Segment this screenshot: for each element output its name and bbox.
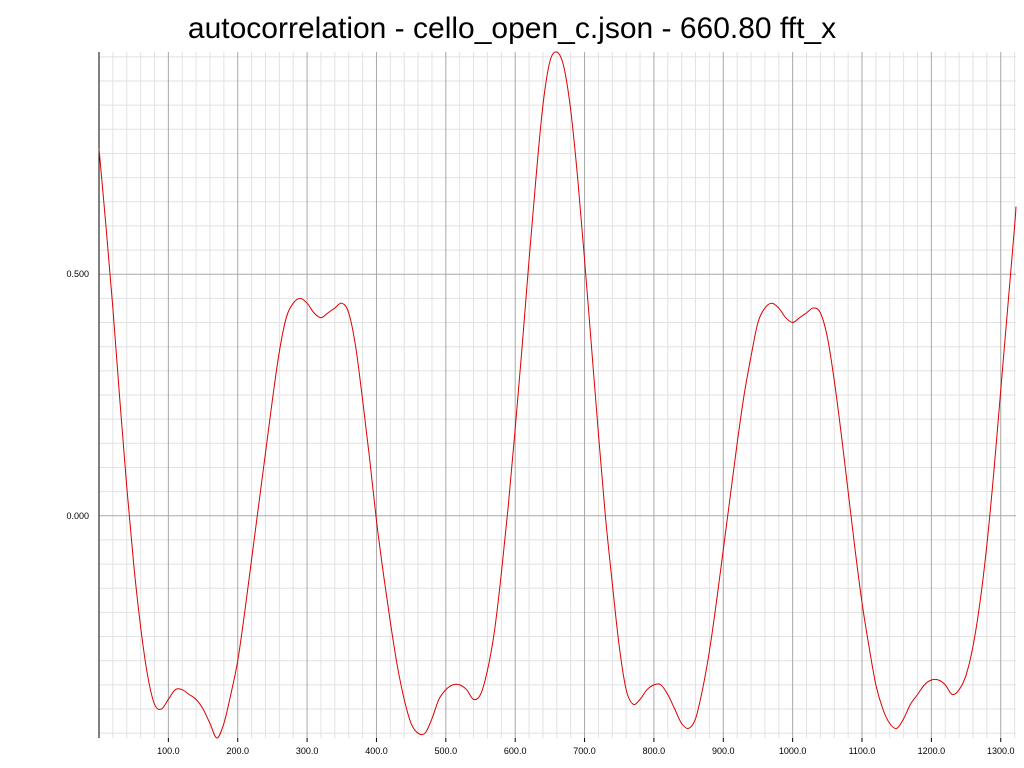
x-tick-label: 1300.0 — [987, 746, 1015, 756]
x-tick-label: 400.0 — [365, 746, 388, 756]
x-tick-label: 300.0 — [296, 746, 319, 756]
x-tick-label: 600.0 — [504, 746, 527, 756]
y-tick-label: 0.500 — [66, 269, 89, 279]
x-tick-labels: 100.0 200.0 300.0 400.0 500.0 600.0 700.0 800.0… — [157, 746, 1014, 756]
series-group — [98, 51, 1017, 739]
x-tick-label: 1100.0 — [849, 746, 876, 756]
x-tick-label: 1200.0 — [918, 746, 946, 756]
x-tick-label: 200.0 — [226, 746, 249, 756]
y-tick-label: 0.000 — [66, 511, 89, 521]
x-tick-label: 1000.0 — [779, 746, 807, 756]
major-grid — [99, 52, 1016, 738]
y-tick-labels: 0.000 0.500 — [66, 269, 89, 521]
x-tick-label: 500.0 — [435, 746, 458, 756]
x-tick-label: 100.0 — [157, 746, 180, 756]
x-tick-label: 800.0 — [643, 746, 666, 756]
chart-title: autocorrelation - cello_open_c.json - 66… — [187, 12, 837, 45]
x-tick-marks — [167, 738, 1002, 742]
x-tick-label: 900.0 — [712, 746, 735, 756]
x-tick-label: 700.0 — [573, 746, 596, 756]
autocorrelation-series-line — [98, 51, 1017, 739]
